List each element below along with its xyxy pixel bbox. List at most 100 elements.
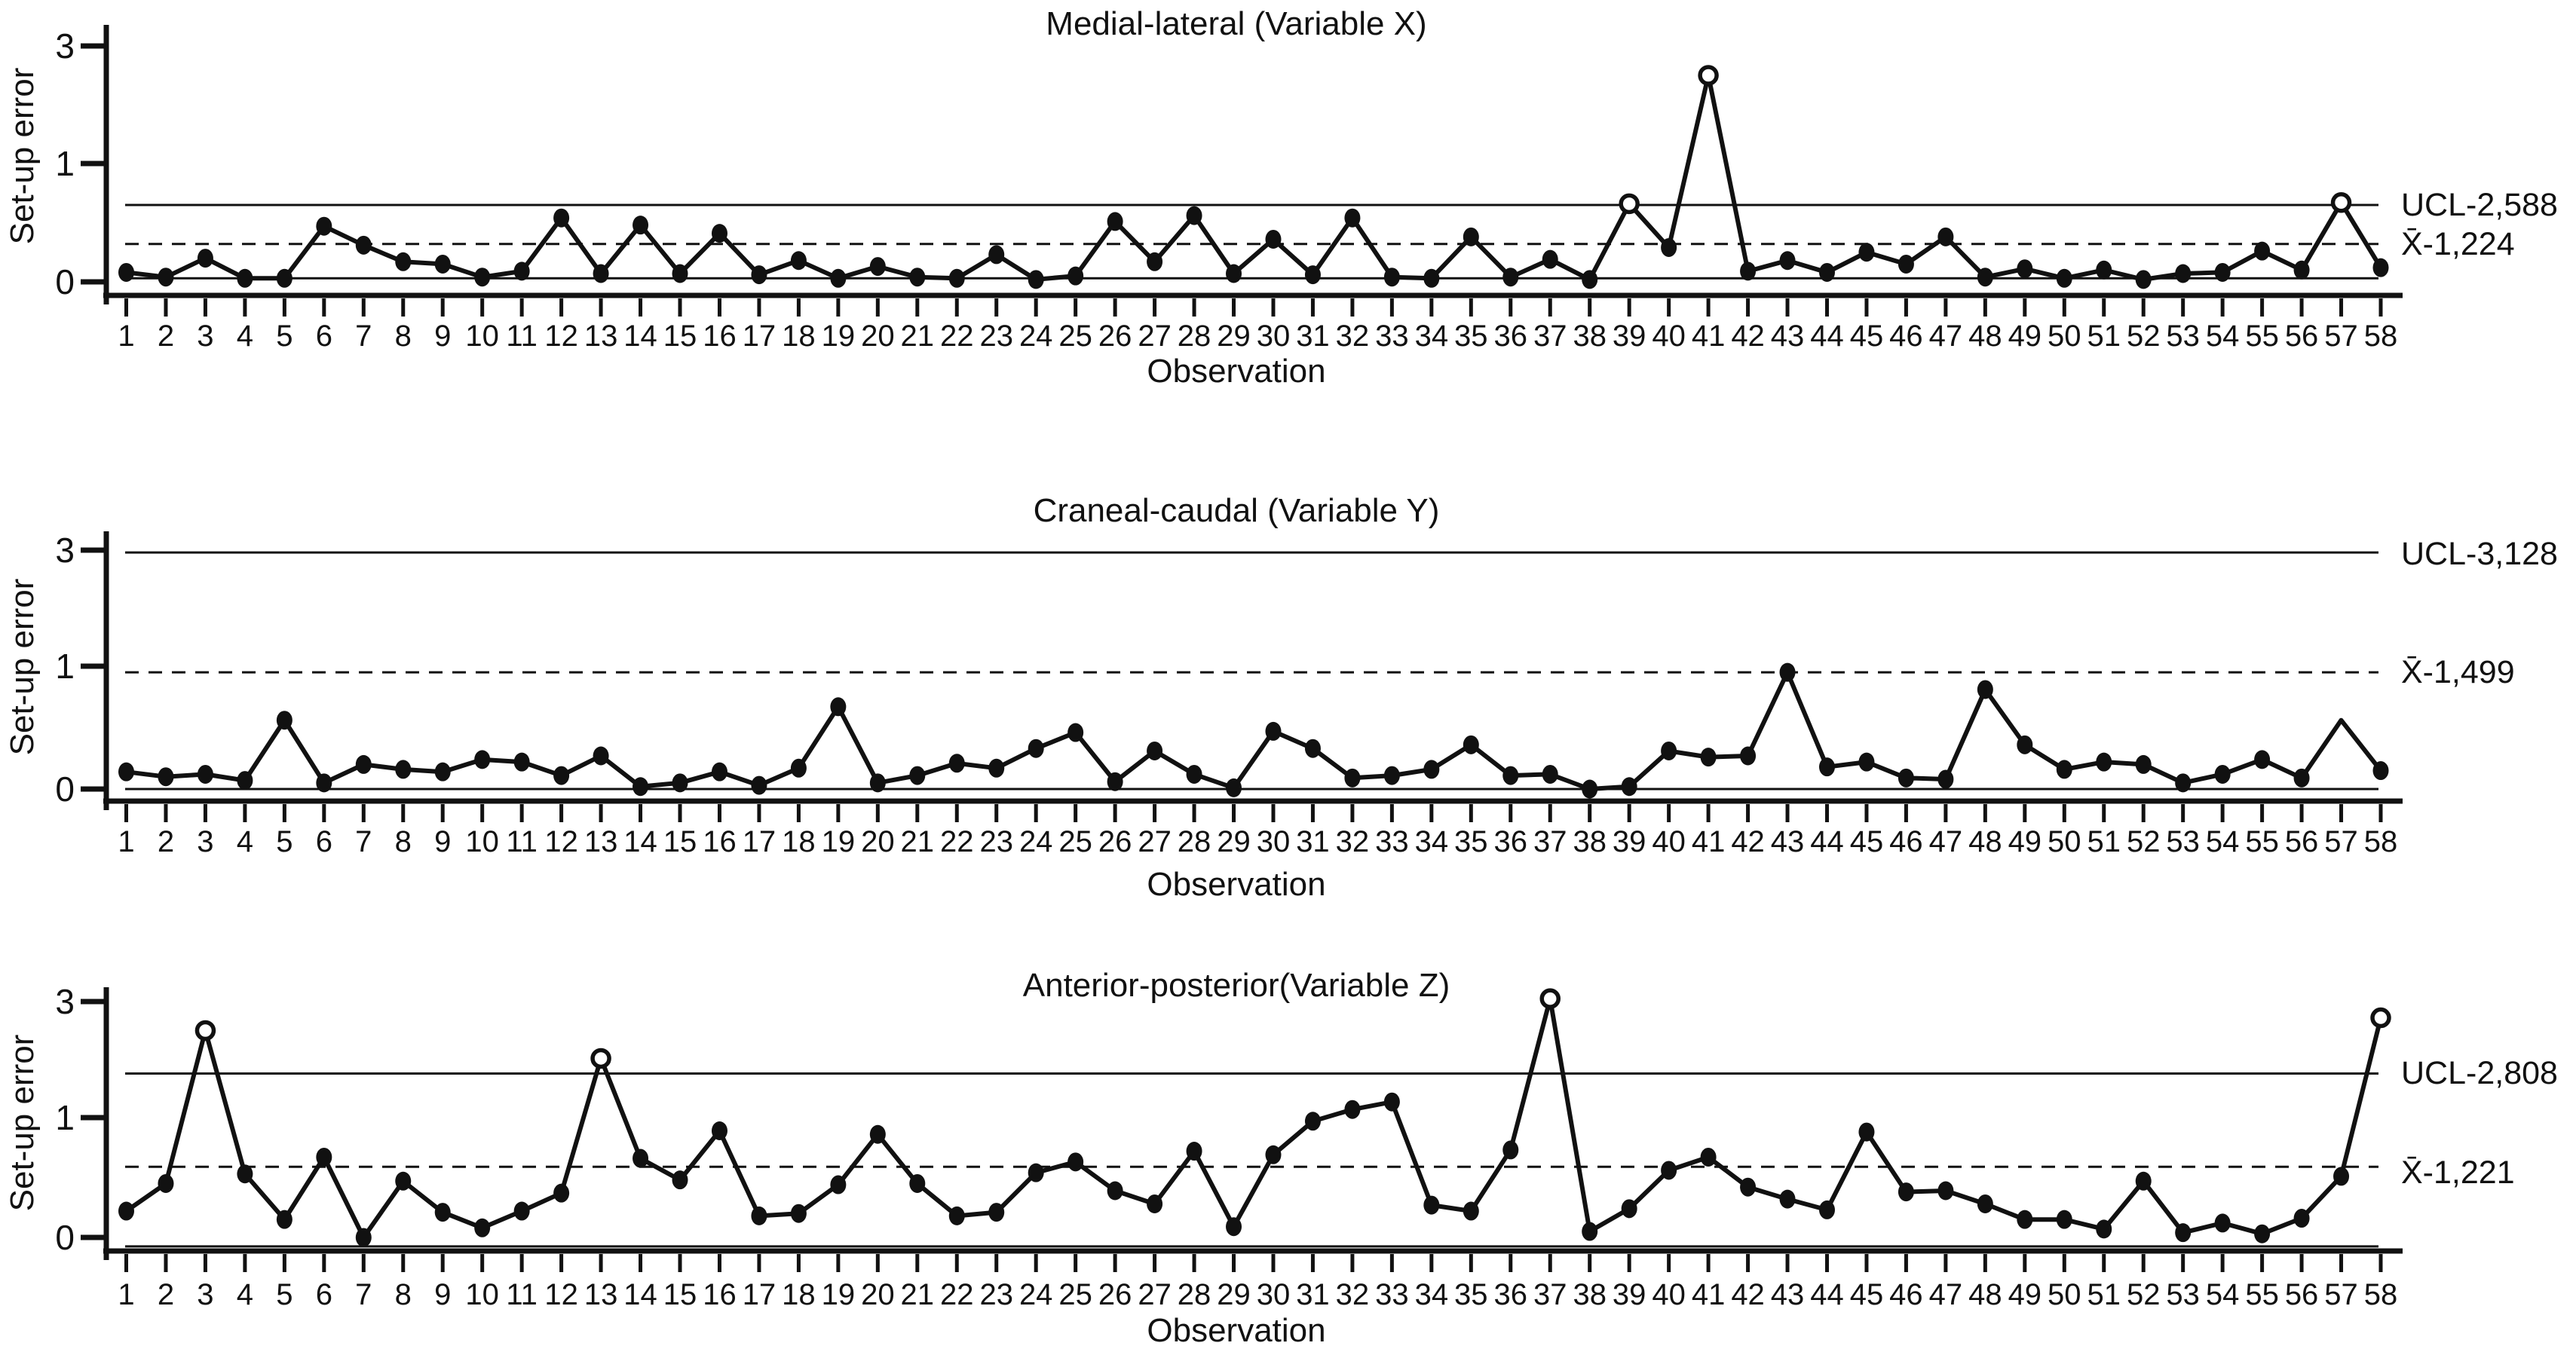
x-tick-label: 28 (1178, 825, 1211, 858)
data-point (711, 1121, 727, 1140)
data-point (909, 766, 926, 785)
x-tick-label: 50 (2048, 825, 2081, 858)
data-point (2175, 264, 2192, 283)
x-tick-label: 1 (118, 825, 134, 858)
x-tick-label: 51 (2087, 1278, 2121, 1311)
data-point (1542, 764, 1558, 784)
data-point (751, 1206, 767, 1225)
y-tick-label: 1 (55, 144, 75, 183)
data-point (1977, 268, 1993, 287)
data-point (948, 268, 965, 288)
data-point (513, 752, 530, 772)
x-tick-label: 45 (1850, 1278, 1884, 1311)
chart-anterior-posterior: Anterior-posterior(Variable Z) Set-up er… (4, 967, 2558, 1349)
x-tick-label: 42 (1731, 320, 1765, 353)
y-tick-label: 0 (55, 769, 75, 809)
x-tick-label: 9 (434, 825, 451, 858)
x-tick-label: 31 (1296, 1278, 1330, 1311)
data-point (1463, 735, 1479, 754)
x-tick-label: 17 (743, 320, 776, 353)
data-point (118, 262, 134, 282)
x-tick-label: 57 (2324, 1278, 2358, 1311)
data-point (2372, 258, 2389, 277)
x-tick-label: 50 (2048, 1278, 2081, 1311)
data-point (1304, 739, 1321, 758)
x-tick-label: 56 (2285, 825, 2319, 858)
data-point (790, 251, 807, 271)
data-point (1977, 680, 1993, 699)
x-axis-title: Observation (1147, 1312, 1325, 1349)
x-tick-label: 22 (940, 320, 974, 353)
data-point (118, 1201, 134, 1221)
x-tick-label: 27 (1138, 1278, 1172, 1311)
data-point (1818, 1200, 1835, 1219)
x-tick-label: 28 (1178, 320, 1211, 353)
y-axis-title: Set-up error (4, 579, 41, 756)
x-tick-label: 49 (2008, 320, 2042, 353)
x-tick-label: 20 (861, 320, 895, 353)
series-line (124, 996, 2383, 1240)
x-tick-label: 45 (1850, 320, 1884, 353)
x-tick-label: 43 (1771, 1278, 1805, 1311)
x-tick-label: 38 (1573, 320, 1607, 353)
x-tick-label: 19 (822, 320, 856, 353)
x-tick-label: 25 (1058, 320, 1092, 353)
x-tick-label: 6 (316, 320, 332, 353)
data-point (1028, 270, 1044, 289)
x-tick-label: 44 (1810, 825, 1844, 858)
x-tick-label: 30 (1257, 825, 1291, 858)
x-tick-label: 11 (506, 320, 538, 353)
data-point (1818, 262, 1835, 282)
x-tick-label: 40 (1652, 320, 1686, 353)
data-point (2254, 241, 2271, 261)
data-point (1977, 1194, 1993, 1213)
data-point (2056, 268, 2072, 288)
data-point (909, 1173, 926, 1193)
data-point (1265, 721, 1282, 741)
x-tick-label: 40 (1652, 825, 1686, 858)
x-tick-label: 4 (237, 320, 253, 353)
x-tick-label: 5 (276, 825, 293, 858)
data-point (474, 750, 491, 769)
data-point (751, 265, 767, 285)
x-tick-label: 44 (1810, 320, 1844, 353)
x-tick-label: 34 (1415, 1278, 1449, 1311)
x-tick-label: 36 (1494, 1278, 1528, 1311)
data-point (2135, 270, 2152, 289)
data-point (513, 1201, 530, 1221)
data-point (672, 264, 688, 283)
y-tick-label: 0 (55, 1218, 75, 1257)
x-axis-title: Observation (1147, 866, 1325, 903)
data-point (1858, 243, 1875, 262)
out-of-control-point (590, 1048, 611, 1069)
data-point (474, 1218, 491, 1237)
out-of-control-point (1698, 65, 1719, 86)
data-point (1779, 662, 1796, 682)
x-tick-label: 54 (2206, 320, 2240, 353)
x-tick-label: 37 (1533, 825, 1567, 858)
x-tick-label: 30 (1257, 1278, 1291, 1311)
data-point (1147, 1194, 1163, 1213)
data-point (1502, 268, 1519, 287)
x-tick-label: 55 (2245, 825, 2279, 858)
data-point (1621, 777, 1637, 797)
chart-title: Anterior-posterior(Variable Z) (1023, 967, 1450, 1004)
data-point (1740, 262, 1757, 281)
data-point (830, 268, 847, 288)
x-tick-label: 37 (1533, 1278, 1567, 1311)
x-tick-label: 58 (2364, 320, 2398, 353)
x-tick-label: 57 (2324, 320, 2358, 353)
data-point (2254, 1224, 2271, 1243)
x-tick-label: 47 (1929, 320, 1963, 353)
data-point (1740, 1177, 1757, 1197)
data-point (158, 767, 174, 787)
x-tick-label: 29 (1217, 320, 1251, 353)
data-point (1186, 1142, 1202, 1161)
x-tick-label: 23 (979, 1278, 1013, 1311)
data-point (355, 235, 372, 255)
data-point (1304, 1112, 1321, 1131)
data-point (1265, 229, 1282, 249)
data-point (988, 245, 1005, 265)
